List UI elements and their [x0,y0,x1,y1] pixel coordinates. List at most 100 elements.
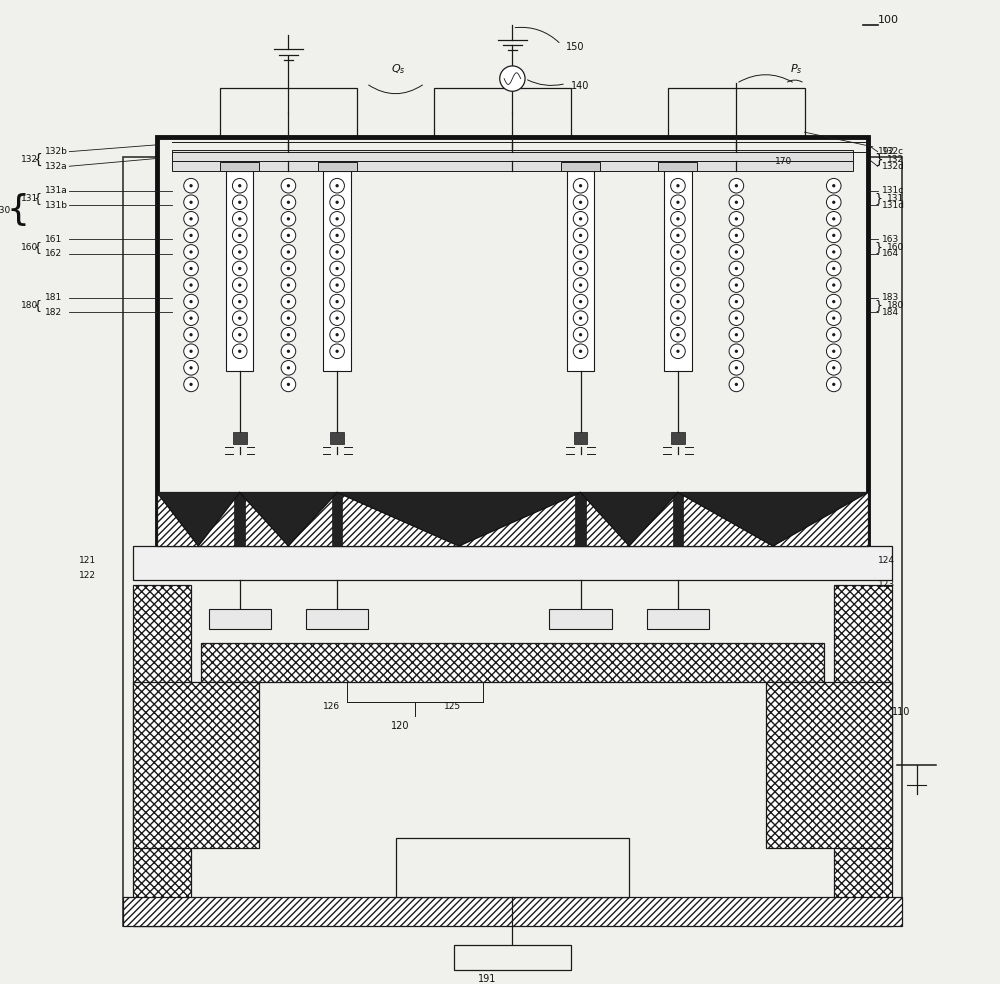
Circle shape [573,294,588,309]
Circle shape [735,184,738,187]
Text: 160: 160 [887,243,905,252]
Text: }: } [875,153,884,166]
Circle shape [676,234,680,237]
Circle shape [281,178,296,193]
Text: 131b: 131b [45,201,68,210]
Circle shape [281,311,296,326]
Text: 124: 124 [878,556,895,565]
Circle shape [676,317,680,320]
Circle shape [729,328,744,342]
Circle shape [826,261,841,276]
Circle shape [832,283,835,286]
Circle shape [184,328,198,342]
Circle shape [232,277,247,292]
Circle shape [671,228,685,243]
Bar [201,644,824,682]
Bar [671,432,685,444]
Text: 123: 123 [878,581,895,589]
Bar [233,432,247,444]
Circle shape [826,294,841,309]
Circle shape [676,333,680,337]
Circle shape [287,333,290,337]
Circle shape [671,245,685,259]
Text: 183: 183 [882,293,900,302]
Circle shape [232,294,247,309]
Circle shape [184,311,198,326]
Circle shape [729,294,744,309]
Circle shape [287,300,290,303]
Circle shape [189,300,193,303]
Circle shape [330,311,344,326]
Circle shape [330,261,344,276]
Circle shape [335,184,339,187]
Circle shape [238,217,241,220]
Text: 132c: 132c [882,148,905,156]
Circle shape [184,344,198,358]
Text: $P_s$: $P_s$ [790,62,803,76]
Bar [133,682,259,848]
Circle shape [184,360,198,375]
Bar [330,432,344,444]
Circle shape [729,360,744,375]
Circle shape [335,217,339,220]
Circle shape [281,228,296,243]
Text: }: } [875,192,883,205]
Circle shape [832,383,835,386]
Circle shape [330,228,344,243]
Bar [220,89,357,152]
Circle shape [232,228,247,243]
Polygon shape [581,492,678,546]
Text: }: } [875,240,883,254]
Circle shape [238,184,241,187]
Circle shape [676,349,680,353]
Circle shape [735,267,738,271]
Text: 131d: 131d [882,201,905,210]
Circle shape [729,377,744,392]
Bar [658,162,697,171]
Polygon shape [157,492,240,546]
Polygon shape [678,492,868,546]
Text: 132: 132 [887,154,904,164]
Circle shape [238,317,241,320]
Circle shape [335,317,339,320]
Text: 170: 170 [775,156,793,166]
Circle shape [281,377,296,392]
Circle shape [281,261,296,276]
Circle shape [287,250,290,254]
Circle shape [832,267,835,271]
Circle shape [232,178,247,193]
Circle shape [579,283,582,286]
Circle shape [729,311,744,326]
Text: 191: 191 [478,974,497,984]
Text: 130: 130 [0,206,12,215]
Circle shape [238,283,241,286]
Text: 132: 132 [21,154,38,164]
Circle shape [579,300,582,303]
Circle shape [184,178,198,193]
Circle shape [238,201,241,204]
Circle shape [832,234,835,237]
Bar [133,546,892,581]
Text: 163: 163 [882,235,900,244]
Circle shape [832,333,835,337]
Circle shape [826,212,841,226]
Circle shape [189,317,193,320]
Text: 182: 182 [45,308,62,317]
Circle shape [826,195,841,210]
Circle shape [335,300,339,303]
Circle shape [335,234,339,237]
Circle shape [238,349,241,353]
Circle shape [287,383,290,386]
Circle shape [232,328,247,342]
Circle shape [826,344,841,358]
Circle shape [184,228,198,243]
Circle shape [729,261,744,276]
Circle shape [330,294,344,309]
Circle shape [832,217,835,220]
Circle shape [573,178,588,193]
Circle shape [676,217,680,220]
Circle shape [735,250,738,254]
Text: {: { [6,193,29,227]
Circle shape [579,250,582,254]
Bar [567,171,594,371]
